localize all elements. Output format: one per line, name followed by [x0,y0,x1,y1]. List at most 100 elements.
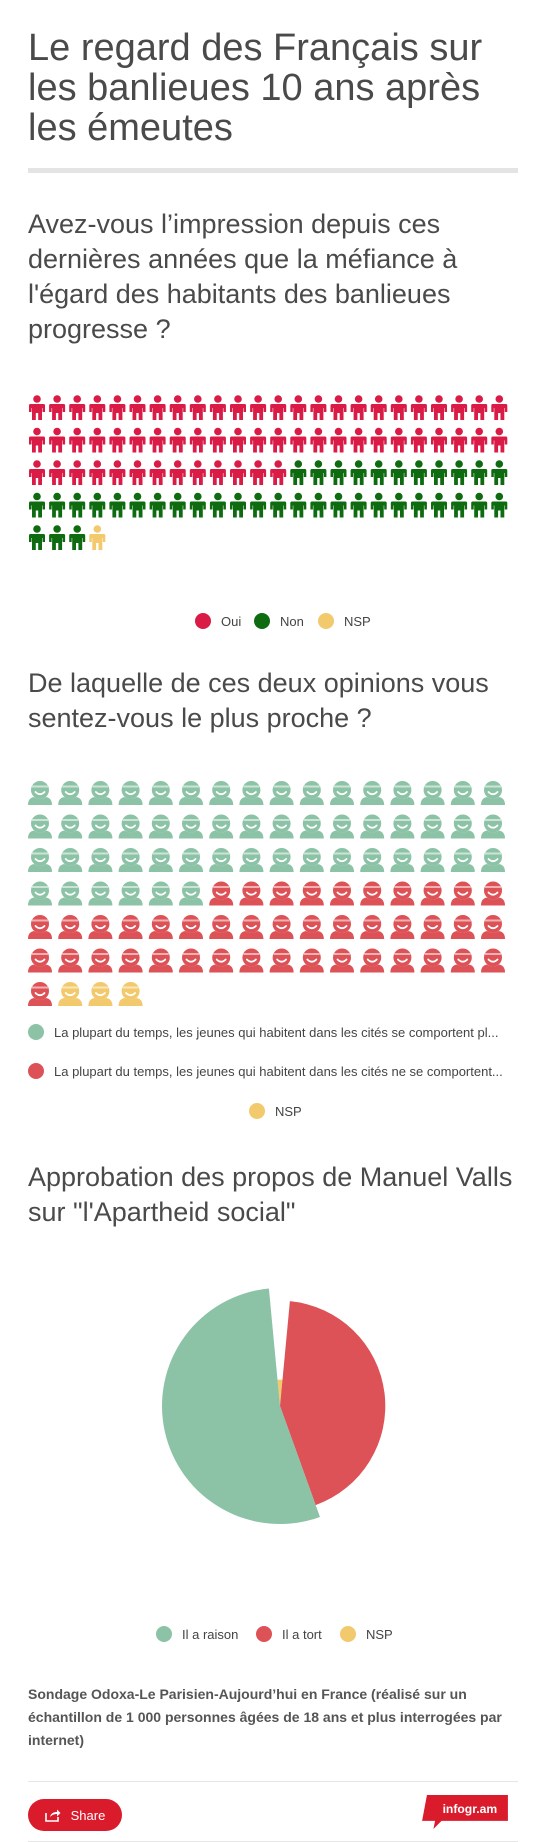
face-icon [390,915,415,939]
face-icon [179,814,203,839]
face-icon [390,948,415,973]
face-icon [179,915,203,939]
person-icon [69,395,86,420]
person-icon [29,395,45,420]
face-icon [299,781,324,805]
person-icon [410,427,427,453]
face-icon [299,848,324,872]
person-icon [431,427,447,453]
face-icon [148,915,173,939]
face-icon [28,915,52,939]
person-icon [330,492,347,518]
person-icon [209,492,226,518]
face-icon [148,948,173,973]
face-icon [148,881,173,906]
brand-logo[interactable]: infogr.am [412,1795,518,1829]
person-icon [149,460,166,485]
face-icon [88,982,113,1006]
legend-dot [340,1626,356,1642]
share-button[interactable]: Share [28,1799,122,1831]
person-icon [290,460,307,485]
person-icon [370,492,387,518]
person-icon [330,460,347,485]
face-icon [118,814,143,839]
legend-label: Non [280,613,304,629]
face-icon [88,948,113,973]
person-icon [390,460,407,485]
person-icon [431,492,447,518]
brand-label: infogr.am [443,1802,498,1816]
person-icon [290,395,307,420]
legend-label: Il a raison [182,1626,239,1642]
legend-dot [318,613,334,629]
legend-dot [256,1626,272,1642]
person-icon [471,460,488,485]
person-icon [209,395,226,420]
face-icon [330,881,354,906]
legend-label: La plupart du temps, les jeunes qui habi… [54,1024,499,1040]
person-icon [29,525,45,550]
face-icon [481,915,505,939]
person-icon [290,492,307,518]
face-icon [420,781,445,805]
person-icon [270,460,287,485]
face-icon [118,982,143,1006]
person-icon [169,460,186,485]
person-icon [350,395,367,420]
face-icon [239,948,264,973]
person-icon [250,395,267,420]
legend-item-nsp: NSP [318,613,371,629]
person-icon [451,395,468,420]
legend-label: Oui [221,613,242,629]
face-icon [269,814,294,839]
face-icon [360,814,385,839]
face-icon [481,948,505,973]
person-icon [49,427,66,453]
person-icon [109,395,126,420]
face-icon [360,881,385,906]
person-icon [350,460,367,485]
person-icon [209,460,226,485]
person-icon [129,492,146,518]
legend-item-comportent-mal: La plupart du temps, les jeunes qui habi… [28,1063,503,1079]
share-label: Share [70,1807,106,1823]
person-icon [471,427,488,453]
person-icon [250,427,267,453]
face-icon [420,948,445,973]
face-icon [239,814,264,839]
person-icon [29,492,45,518]
person-icon [270,395,287,420]
legend-item-nsp: NSP [340,1626,393,1642]
face-icon [148,781,173,805]
person-icon [390,395,407,420]
face-icon [118,781,143,805]
legend-dot [28,1024,44,1040]
face-icon [390,881,415,906]
person-icon [49,460,66,485]
share-icon [44,1809,61,1822]
person-icon [290,427,307,453]
person-icon [310,395,327,420]
face-icon [28,848,52,872]
face-icon [148,848,173,872]
legend-item-comportent-bien: La plupart du temps, les jeunes qui habi… [28,1024,498,1040]
person-icon [29,427,45,453]
face-icon [58,982,83,1006]
person-icon [89,427,106,453]
face-icon [481,814,505,839]
person-icon [370,395,387,420]
person-icon [230,492,246,518]
person-icon [410,492,427,518]
face-icon [450,915,475,939]
person-icon [491,395,508,420]
page-title: Le regard des Français sur les banlieues… [28,27,483,149]
person-icon [270,492,287,518]
face-icon [58,781,83,805]
chart1-pictogram [29,395,508,550]
legend-label: NSP [275,1103,302,1119]
face-icon [360,848,385,872]
chart2-pictogram [28,781,505,1006]
chart1-question: Avez-vous l’impression depuis ces derniè… [28,209,458,344]
person-icon [250,492,267,518]
person-icon [451,492,468,518]
